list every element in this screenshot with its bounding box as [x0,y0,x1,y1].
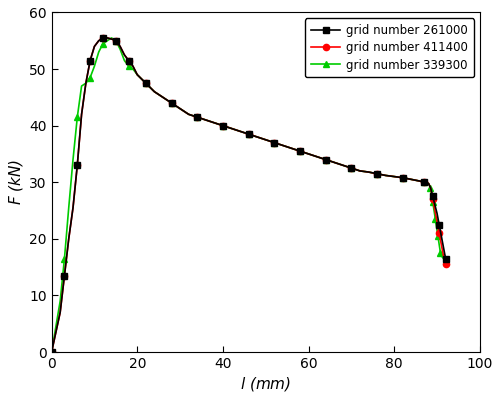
grid number 261000 [237,129,243,134]
grid number 261000 [83,81,89,86]
grid number 339300 [280,143,286,148]
grid number 339300 [430,205,436,210]
grid number 411400 [272,140,278,145]
grid number 411400 [194,115,200,120]
Line: grid number 411400: grid number 411400 [48,35,448,355]
grid number 339300 [432,217,438,222]
Legend: grid number 261000, grid number 411400, grid number 339300: grid number 261000, grid number 411400, … [305,18,474,78]
grid number 261000 [194,115,200,120]
grid number 411400 [237,129,243,134]
grid number 339300 [122,58,128,63]
grid number 261000 [100,36,106,40]
grid number 411400 [48,350,54,354]
Line: grid number 261000: grid number 261000 [48,35,448,355]
grid number 411400 [322,157,328,162]
Line: grid number 339300: grid number 339300 [48,34,449,356]
grid number 261000 [48,350,54,354]
grid number 411400 [83,81,89,86]
grid number 339300 [108,36,114,40]
grid number 339300 [442,259,448,264]
grid number 261000 [272,140,278,145]
grid number 411400 [442,262,448,267]
grid number 261000 [314,154,320,159]
grid number 339300 [48,350,54,354]
grid number 411400 [100,36,106,40]
grid number 261000 [322,157,328,162]
X-axis label: $l$ (mm): $l$ (mm) [240,375,292,393]
grid number 411400 [314,154,320,159]
grid number 339300 [435,234,441,238]
Y-axis label: $F$ (kN): $F$ (kN) [7,159,25,205]
grid number 261000 [442,256,448,261]
grid number 339300 [177,106,183,111]
